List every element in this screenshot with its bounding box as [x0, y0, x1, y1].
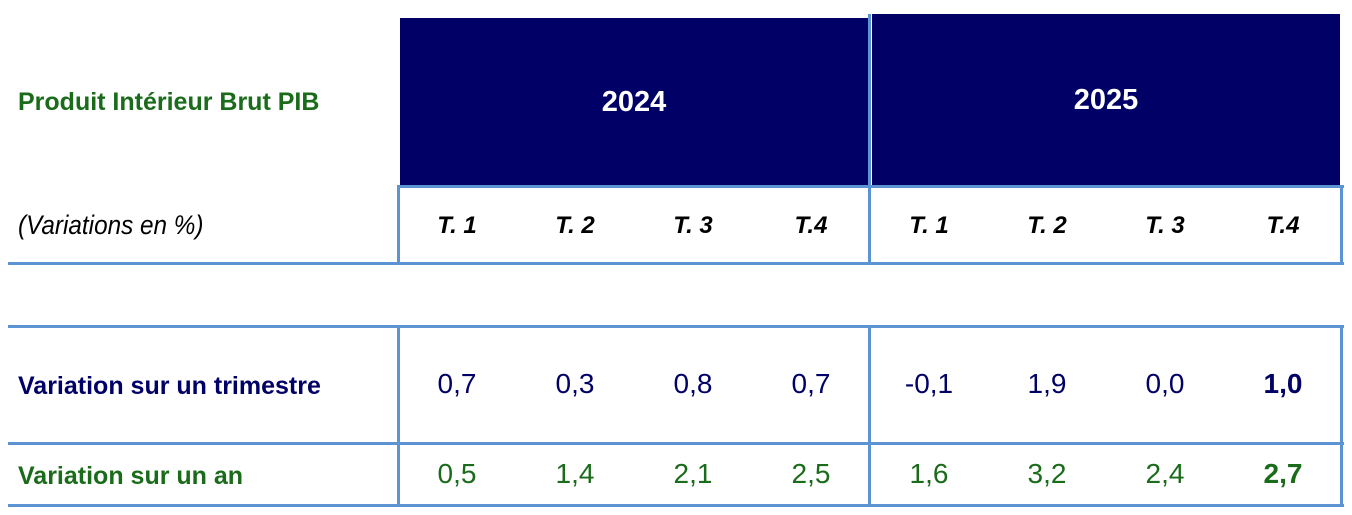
divider [8, 262, 1344, 265]
table-cell: 1,6 [909, 458, 949, 489]
quarter-header: T.4 [1266, 212, 1300, 239]
table-cell: 0,8 [673, 368, 713, 399]
quarter-header: T.4 [794, 212, 828, 239]
table-cell: 1,0 [1263, 368, 1303, 399]
table-cell: 0,3 [555, 368, 595, 399]
quarter-header: T. 1 [437, 212, 477, 239]
divider [397, 185, 400, 265]
table-cell: 0,7 [791, 368, 831, 399]
divider [868, 14, 871, 265]
table-cell: 3,2 [1027, 458, 1067, 489]
table-cell: -0,1 [904, 368, 954, 399]
divider [397, 325, 400, 507]
table-cell: 1,9 [1027, 368, 1067, 399]
year-label: 2024 [601, 85, 667, 118]
year-header-2024: 2024 [400, 18, 868, 186]
table-title: Produit Intérieur Brut PIB [18, 88, 320, 116]
table-cell: 0,5 [437, 458, 477, 489]
divider [1340, 325, 1343, 507]
divider [868, 325, 871, 507]
table-cell: 2,5 [791, 458, 831, 489]
row-label: Variation sur un an [18, 462, 244, 490]
table-cell: 2,1 [673, 458, 713, 489]
year-header-2025: 2025 [872, 14, 1340, 186]
quarter-header: T. 2 [1027, 212, 1067, 239]
divider [8, 504, 1344, 507]
divider [8, 325, 1344, 328]
table-cell: 0,7 [437, 368, 477, 399]
divider [398, 185, 1344, 188]
year-label: 2025 [1073, 83, 1139, 116]
table-cell: 0,0 [1145, 368, 1185, 399]
table-cell: 1,4 [555, 458, 595, 489]
quarter-header: T. 2 [555, 212, 595, 239]
quarter-header: T. 1 [909, 212, 949, 239]
divider [8, 442, 1344, 445]
units-subtitle: (Variations en %) [18, 210, 204, 240]
quarter-header: T. 3 [1145, 212, 1185, 239]
table-cell: 2,4 [1145, 458, 1185, 489]
quarter-header: T. 3 [673, 212, 713, 239]
row-label: Variation sur un trimestre [18, 372, 321, 400]
divider [1340, 185, 1343, 265]
table-cell: 2,7 [1263, 458, 1303, 489]
